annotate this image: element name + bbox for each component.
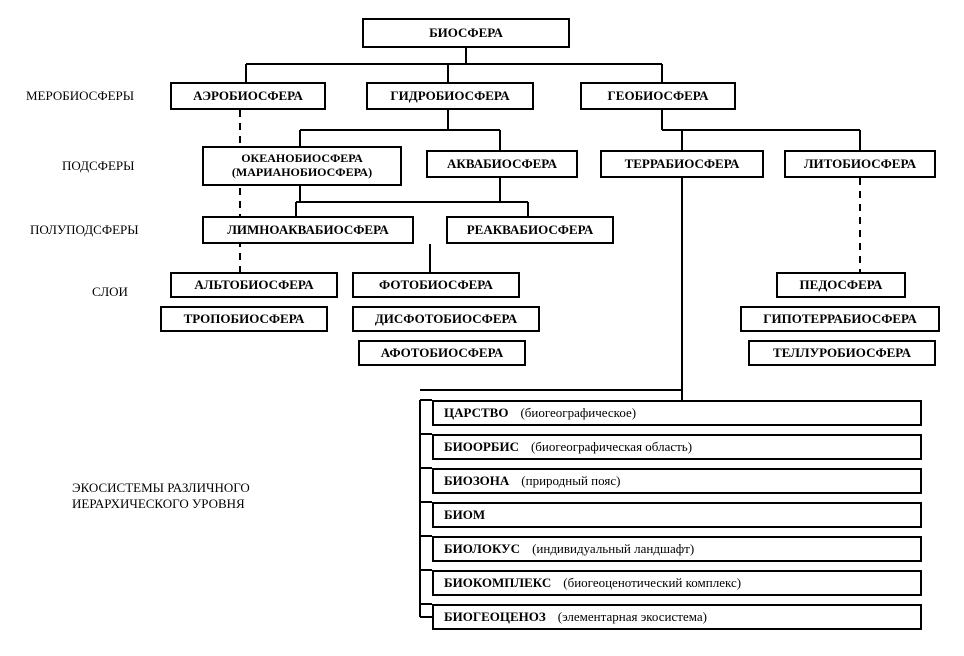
ecosystem-note: (индивидуальный ландшафт) [532,541,694,557]
node-afotobiosphere: АФОТОБИОСФЕРА [358,340,526,366]
ecosystem-note: (биогеографическое) [520,405,636,421]
node-label: РЕАКВАБИОСФЕРА [467,223,594,238]
node-label: АЭРОБИОСФЕРА [193,89,303,104]
ecosystem-row: БИОМ [432,502,922,528]
node-geobiosphere: ГЕОБИОСФЕРА [580,82,736,110]
ecosystem-note: (элементарная экосистема) [558,609,707,625]
node-hydrobiosphere: ГИДРОБИОСФЕРА [366,82,534,110]
node-label: ЛИМНОАКВАБИОСФЕРА [227,223,389,238]
node-label: ОКЕАНОБИОСФЕРА (МАРИАНОБИОСФЕРА) [232,152,372,180]
ecosystem-term: БИООРБИС [444,439,519,455]
node-label: ТЕРРАБИОСФЕРА [625,157,740,172]
node-fotobiosphere: ФОТОБИОСФЕРА [352,272,520,298]
node-disfotobiosphere: ДИСФОТОБИОСФЕРА [352,306,540,332]
node-label: ЛИТОБИОСФЕРА [804,157,916,172]
ecosystem-term: БИОЛОКУС [444,541,520,557]
node-tellurobiosphere: ТЕЛЛУРОБИОСФЕРА [748,340,936,366]
node-aerobiosphere: АЭРОБИОСФЕРА [170,82,326,110]
ecosystem-note: (биогеоценотический комплекс) [563,575,741,591]
node-limnoaquabiosphere: ЛИМНОАКВАБИОСФЕРА [202,216,414,244]
node-label: БИОСФЕРА [429,26,503,41]
ecosystem-term: БИОМ [444,507,485,523]
ecosystem-term: БИОЗОНА [444,473,509,489]
node-aquabiosphere: АКВАБИОСФЕРА [426,150,578,178]
row-label-subspheres: ПОДСФЕРЫ [62,158,134,174]
ecosystem-row: БИОКОМПЛЕКС (биогеоценотический комплекс) [432,570,922,596]
node-label: АКВАБИОСФЕРА [447,157,557,172]
node-label: ТЕЛЛУРОБИОСФЕРА [773,346,911,361]
ecosystem-term: БИОКОМПЛЕКС [444,575,551,591]
ecosystem-term: ЦАРСТВО [444,405,508,421]
node-tropobiosphere: ТРОПОБИОСФЕРА [160,306,328,332]
node-oceanobiosphere: ОКЕАНОБИОСФЕРА (МАРИАНОБИОСФЕРА) [202,146,402,186]
ecosystem-row: БИОЗОНА (природный пояс) [432,468,922,494]
ecosystem-row: БИООРБИС (биогеографическая область) [432,434,922,460]
row-label-merobiospheres: МЕРОБИОСФЕРЫ [26,88,134,104]
node-biosphere: БИОСФЕРА [362,18,570,48]
ecosystem-row: БИОГЕОЦЕНОЗ (элементарная экосистема) [432,604,922,630]
node-label: ФОТОБИОСФЕРА [379,278,493,293]
node-reakvabiosphere: РЕАКВАБИОСФЕРА [446,216,614,244]
node-gipoterrabiosphere: ГИПОТЕРРАБИОСФЕРА [740,306,940,332]
node-label: АЛЬТОБИОСФЕРА [194,278,313,293]
node-label: ГИПОТЕРРАБИОСФЕРА [763,312,916,327]
ecosystem-row: БИОЛОКУС (индивидуальный ландшафт) [432,536,922,562]
row-label-semisubspheres: ПОЛУПОДСФЕРЫ [30,222,139,238]
node-label: АФОТОБИОСФЕРА [381,346,503,361]
node-terrabiosphere: ТЕРРАБИОСФЕРА [600,150,764,178]
row-label-ecosystems: ЭКОСИСТЕМЫ РАЗЛИЧНОГО ИЕРАРХИЧЕСКОГО УРО… [72,480,250,512]
node-litobiosphere: ЛИТОБИОСФЕРА [784,150,936,178]
node-label: ДИСФОТОБИОСФЕРА [375,312,517,327]
ecosystem-row: ЦАРСТВО (биогеографическое) [432,400,922,426]
node-pedosphere: ПЕДОСФЕРА [776,272,906,298]
ecosystem-note: (биогеографическая область) [531,439,692,455]
node-label: ГИДРОБИОСФЕРА [390,89,509,104]
diagram-canvas: { "type": "hierarchy-tree", "background_… [0,0,964,656]
ecosystem-term: БИОГЕОЦЕНОЗ [444,609,546,625]
node-label: ГЕОБИОСФЕРА [608,89,709,104]
row-label-layers: СЛОИ [92,284,128,300]
ecosystem-note: (природный пояс) [521,473,620,489]
node-label: ТРОПОБИОСФЕРА [184,312,305,327]
node-label: ПЕДОСФЕРА [800,278,883,293]
node-altobiosphere: АЛЬТОБИОСФЕРА [170,272,338,298]
